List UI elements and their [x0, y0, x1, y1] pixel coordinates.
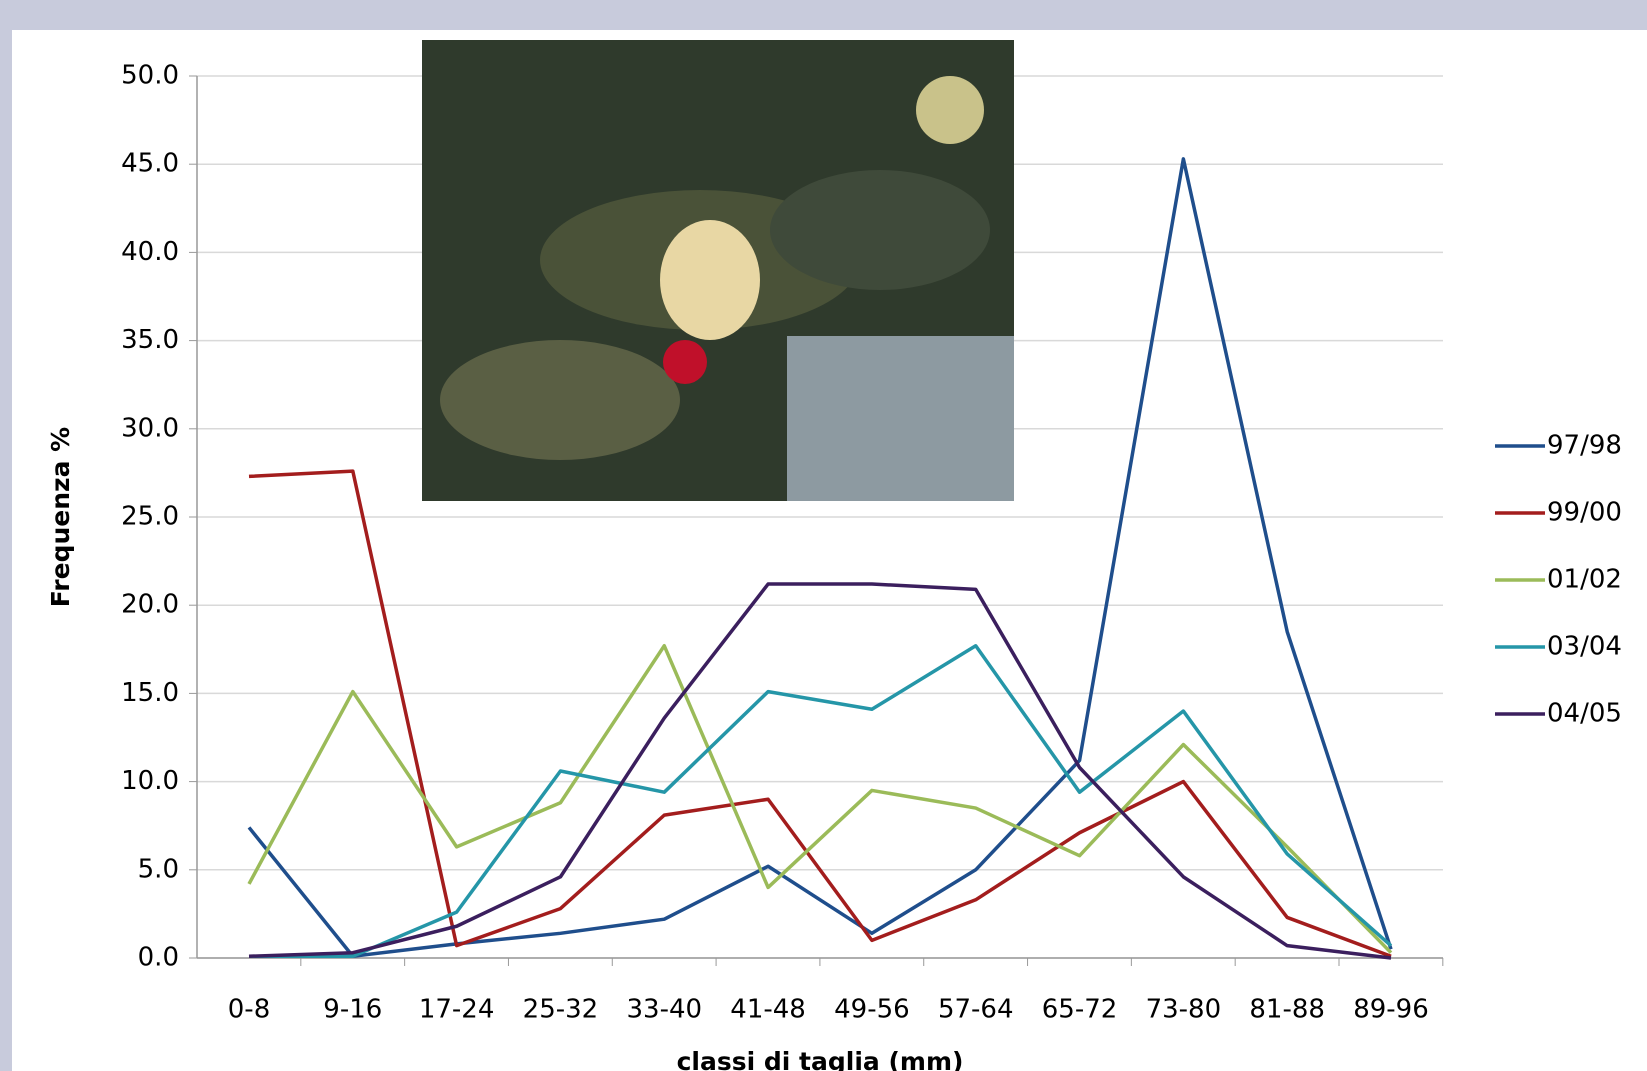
x-tick-label: 49-56 [834, 995, 910, 1025]
x-axis-title: classi di taglia (mm) [677, 1047, 964, 1071]
x-tick-label: 89-96 [1353, 995, 1429, 1025]
x-tick-label: 57-64 [938, 995, 1014, 1025]
y-tick-label: 20.0 [121, 590, 179, 620]
legend-label: 99/00 [1547, 498, 1622, 528]
series-line [248, 582, 1392, 960]
x-tick-label: 33-40 [626, 995, 702, 1025]
x-tick-label: 0-8 [228, 995, 270, 1025]
y-tick-label: 50.0 [121, 61, 179, 91]
legend-label: 97/98 [1547, 431, 1622, 461]
y-tick-label: 15.0 [121, 678, 179, 708]
y-tick-label: 5.0 [138, 854, 179, 884]
series-line [247, 157, 1393, 958]
photo [422, 40, 1014, 501]
series-line [247, 644, 1393, 954]
legend-label: 01/02 [1547, 565, 1622, 595]
y-tick-label: 35.0 [121, 325, 179, 355]
series-line [249, 644, 1393, 958]
y-tick-label: 10.0 [121, 766, 179, 796]
y-tick-label: 40.0 [121, 237, 179, 267]
y-tick-label: 45.0 [121, 149, 179, 179]
y-tick-label: 25.0 [121, 502, 179, 532]
x-tick-label: 25-32 [523, 995, 599, 1025]
y-axis-title: Frequenza % [46, 427, 75, 607]
y-tick-label: 30.0 [121, 413, 179, 443]
x-tick-label: 73-80 [1146, 995, 1222, 1025]
x-tick-label: 9-16 [323, 995, 382, 1025]
series-line [248, 469, 1392, 958]
legend-label: 04/05 [1547, 699, 1622, 729]
y-tick-label: 0.0 [138, 943, 179, 973]
legend-label: 03/04 [1547, 632, 1622, 662]
x-tick-label: 17-24 [419, 995, 495, 1025]
x-tick-label: 81-88 [1249, 995, 1325, 1025]
x-tick-label: 41-48 [730, 995, 806, 1025]
x-tick-label: 65-72 [1042, 995, 1118, 1025]
